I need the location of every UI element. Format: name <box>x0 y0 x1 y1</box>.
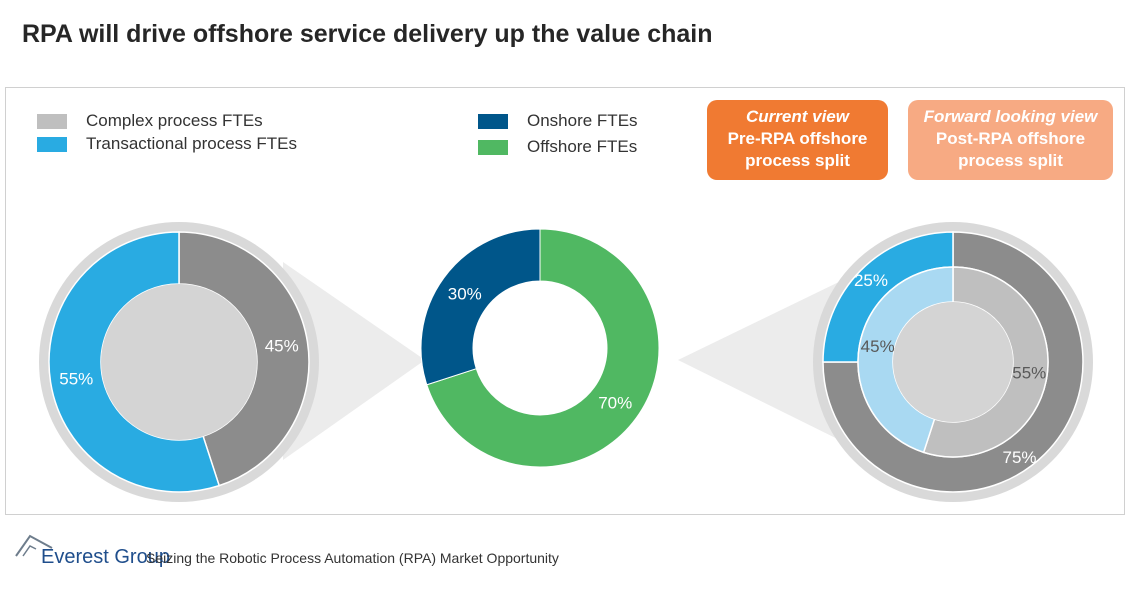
current-view-box: Current view Pre-RPA offshore process sp… <box>707 100 888 180</box>
right-donut-outer-label-transactional-process-ftes: 25% <box>854 271 888 290</box>
left-donut-label-transactional-process-ftes: 55% <box>59 369 93 388</box>
right-donut-hole <box>893 302 1013 422</box>
footer-caption: Seizing the Robotic Process Automation (… <box>146 550 559 566</box>
forward-view-heading: Forward looking view <box>923 107 1098 126</box>
brand-name: Everest Group <box>41 546 170 568</box>
left-connector-shape <box>283 262 425 460</box>
right-donut-inner-label-transactional-process-ftes: 45% <box>861 337 895 356</box>
center-donut-label-onshore-ftes: 30% <box>448 284 482 303</box>
legend-swatch-onshore <box>478 114 508 129</box>
legend-swatch-complex <box>37 114 67 129</box>
everest-logo-icon <box>15 534 53 557</box>
legend-swatch-offshore <box>478 140 508 155</box>
left-donut-hole <box>101 284 257 440</box>
center-donut-label-offshore-ftes: 70% <box>598 394 632 413</box>
legend-swatch-transactional <box>37 137 67 152</box>
legend-label-transactional: Transactional process FTEs <box>86 134 297 153</box>
left-donut-label-complex-process-ftes: 45% <box>265 337 299 356</box>
right-donut-outer-label-complex-process-ftes: 75% <box>1003 448 1037 467</box>
forward-view-line2: Post-RPA offshore <box>935 129 1086 148</box>
forward-view-line3: process split <box>958 151 1063 170</box>
current-view-line2: Pre-RPA offshore <box>727 129 868 148</box>
center-donut-slice-offshore-ftes <box>426 228 660 468</box>
legend-label-offshore: Offshore FTEs <box>527 137 638 156</box>
legend-label-complex: Complex process FTEs <box>86 111 263 130</box>
legend-label-onshore: Onshore FTEs <box>527 111 638 130</box>
current-view-heading: Current view <box>746 107 849 126</box>
current-view-line3: process split <box>745 151 850 170</box>
center-donut-slice-onshore-ftes <box>420 228 541 386</box>
forward-view-box: Forward looking view Post-RPA offshore p… <box>908 100 1113 180</box>
page-title: RPA will drive offshore service delivery… <box>22 20 713 48</box>
right-donut-inner-label-complex-process-ftes: 55% <box>1012 364 1046 383</box>
footer: Everest Group Seizing the Robotic Proces… <box>14 530 714 570</box>
